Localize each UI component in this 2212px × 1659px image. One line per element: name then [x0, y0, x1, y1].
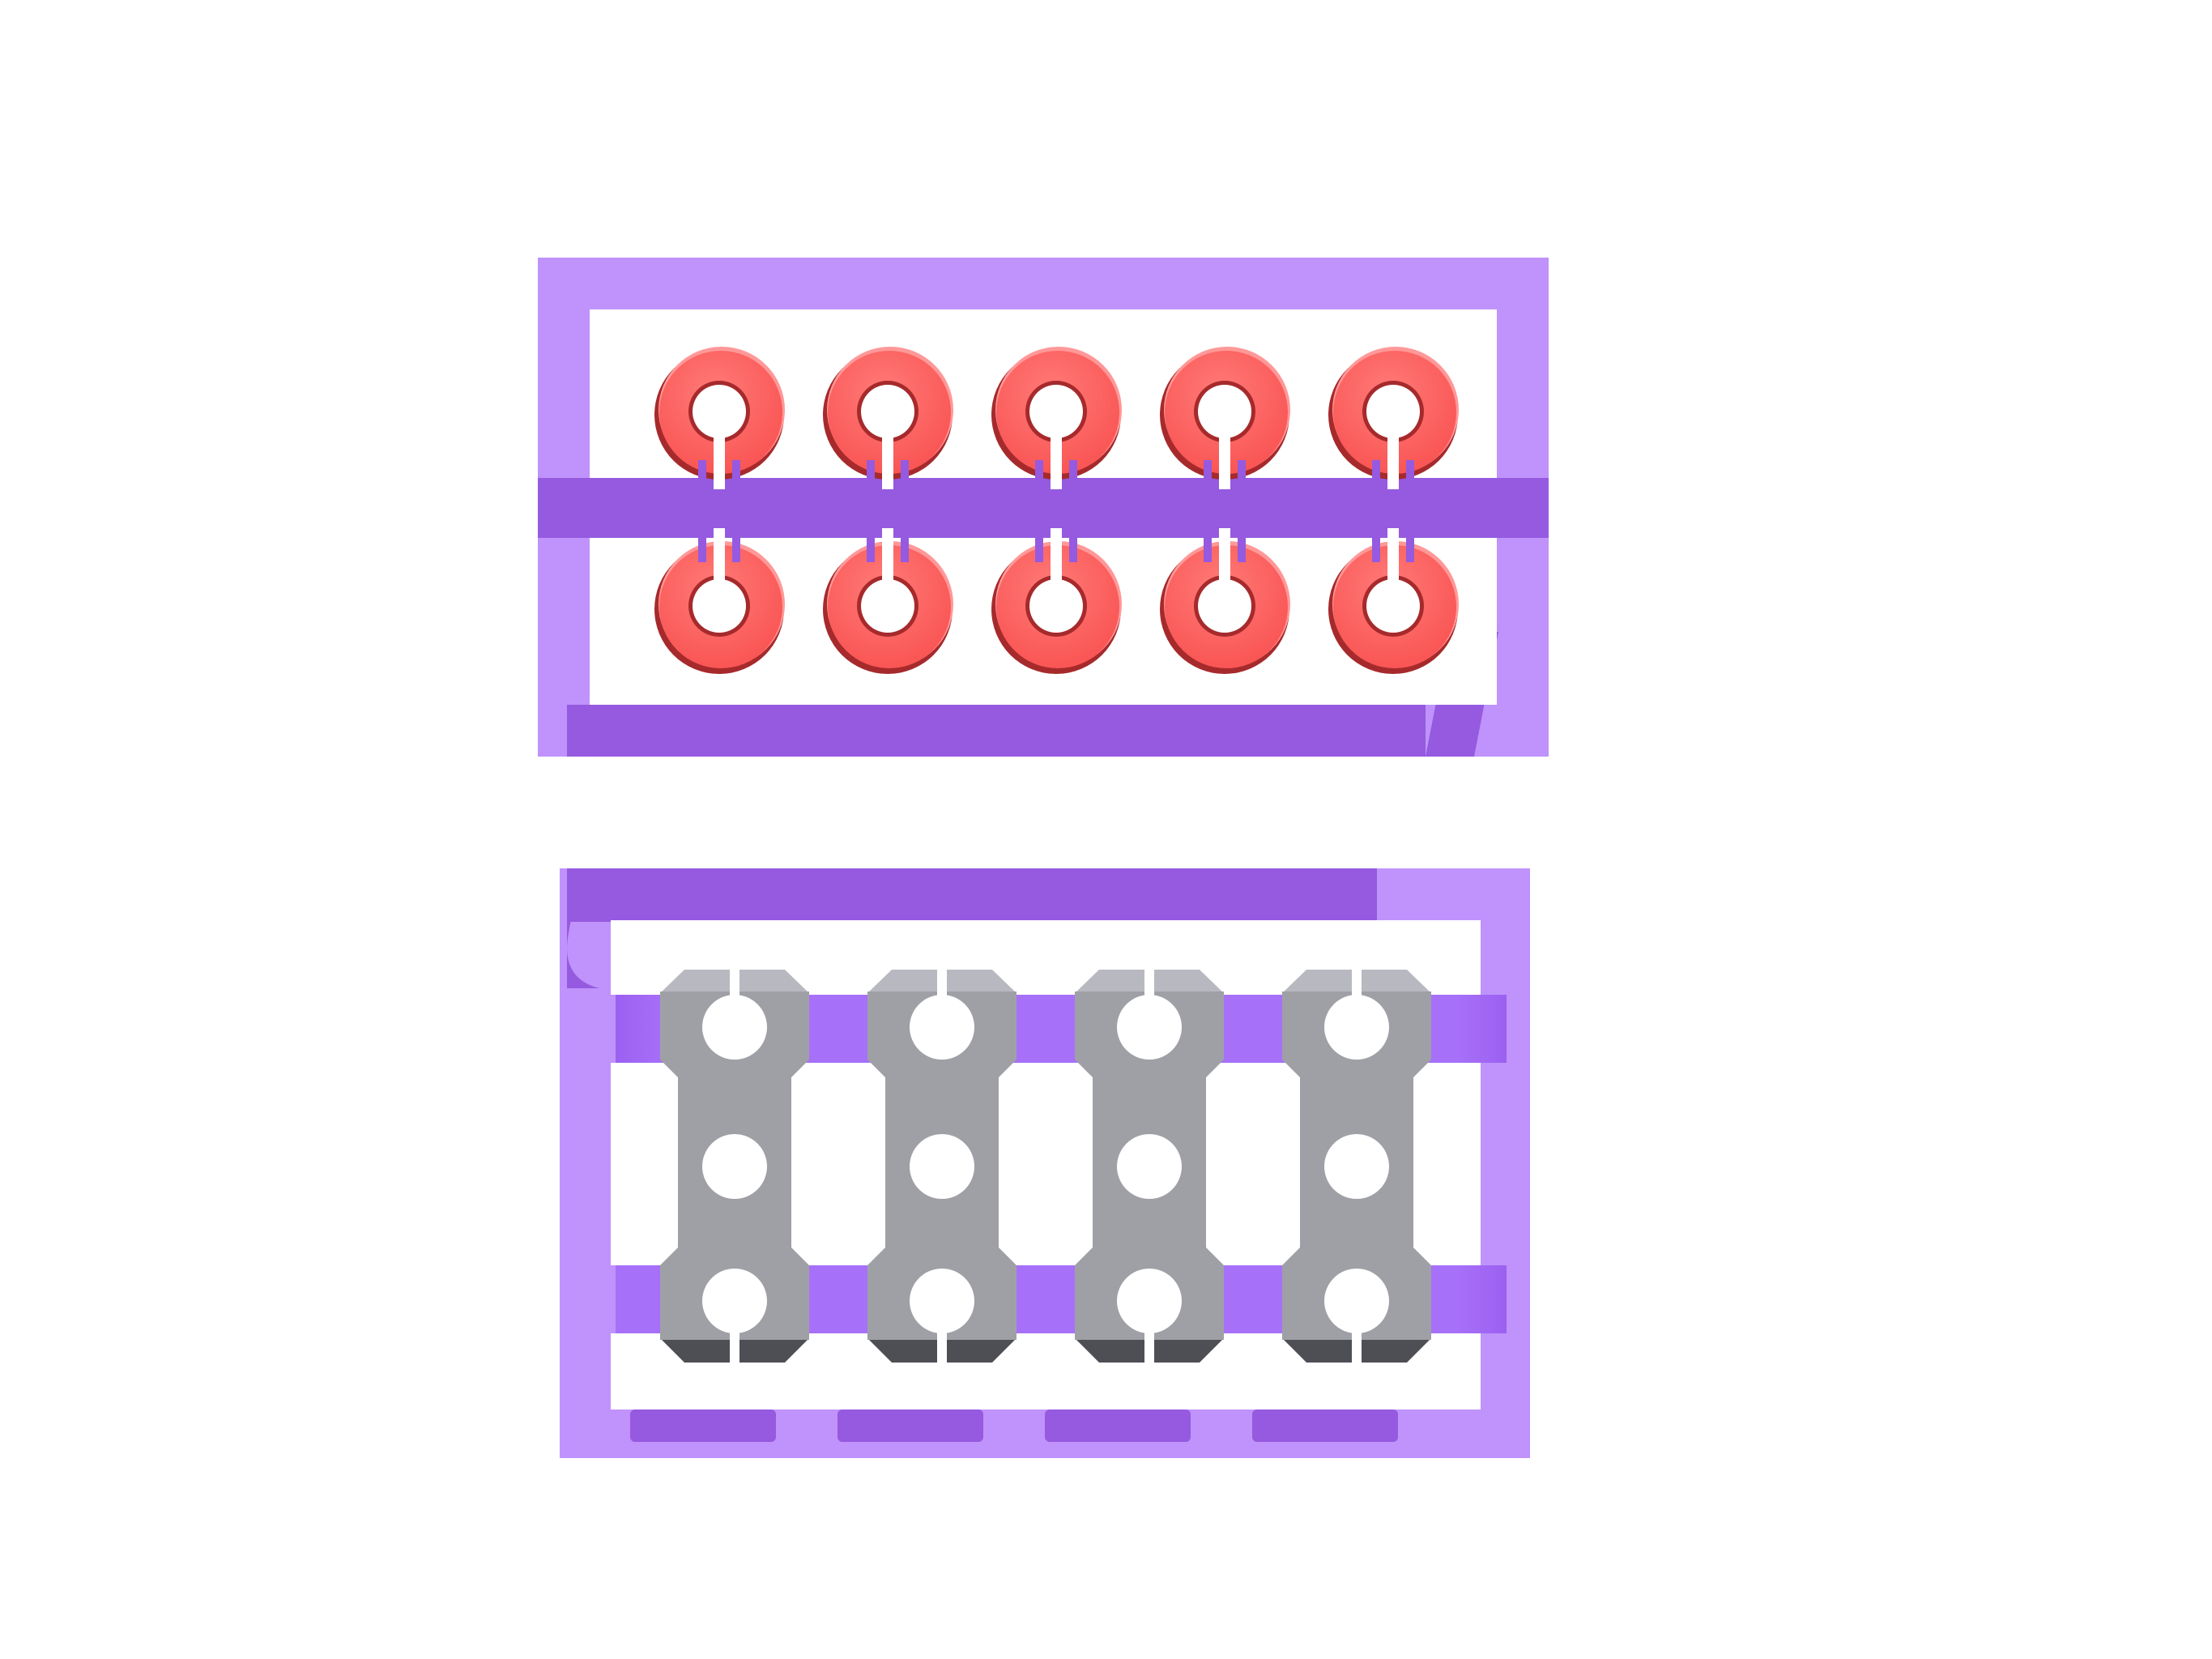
three-hole-bracket-icon: [1282, 969, 1431, 1364]
upper-rings: [654, 347, 1459, 674]
washer-ring-icon: [654, 528, 785, 674]
washer-ring-icon: [1328, 347, 1459, 489]
washer-ring-icon: [991, 528, 1122, 674]
upper-tray: [538, 258, 1549, 757]
lower-tray: [560, 868, 1530, 1458]
three-hole-bracket-icon: [867, 969, 1016, 1364]
three-hole-bracket-icon: [1075, 969, 1224, 1364]
washer-ring-icon: [1160, 528, 1290, 674]
lower-brackets: [660, 969, 1431, 1364]
three-hole-bracket-icon: [660, 969, 809, 1364]
washer-ring-icon: [1160, 347, 1290, 489]
washer-ring-icon: [823, 528, 953, 674]
washer-ring-icon: [1328, 528, 1459, 674]
washer-ring-icon: [991, 347, 1122, 489]
washer-ring-icon: [823, 347, 953, 489]
washer-ring-icon: [654, 347, 785, 489]
